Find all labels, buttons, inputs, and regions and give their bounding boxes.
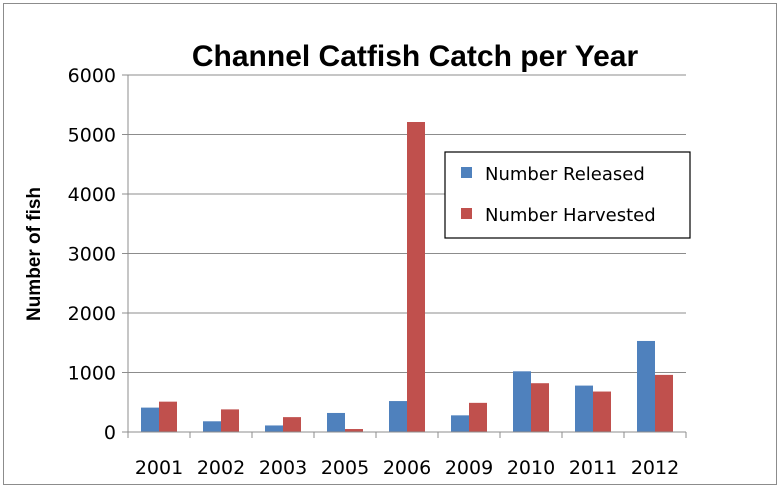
bar-released-2006 <box>389 401 407 432</box>
bar-harvested-2010 <box>531 383 549 432</box>
y-tick-label: 5000 <box>68 125 116 147</box>
legend-label-harvested: Number Harvested <box>485 205 656 226</box>
bars <box>141 122 673 432</box>
y-tick-label: 1000 <box>68 363 116 385</box>
y-axis-label: Number of fish <box>24 187 45 321</box>
bar-harvested-2011 <box>593 391 611 432</box>
y-tick-label: 0 <box>104 422 116 444</box>
chart-title: Channel Catfish Catch per Year <box>192 40 639 73</box>
x-tick-label: 2006 <box>383 457 431 479</box>
bar-released-2011 <box>575 385 593 432</box>
bar-harvested-2002 <box>221 409 239 432</box>
bar-released-2010 <box>513 371 531 432</box>
bar-harvested-2009 <box>469 402 487 432</box>
x-tick-label: 2003 <box>259 457 307 479</box>
axes <box>127 75 686 433</box>
bar-harvested-2005 <box>345 429 363 432</box>
bar-released-2002 <box>203 421 221 432</box>
legend-swatch-released <box>461 167 472 178</box>
bar-harvested-2003 <box>283 417 301 432</box>
y-tick-label: 2000 <box>68 303 116 325</box>
x-axis-ticks: 2001 2002 2003 2005 2006 2009 2010 2011 2012 <box>127 432 687 479</box>
x-tick-label: 2002 <box>197 457 245 479</box>
y-tick-label: 6000 <box>68 65 116 87</box>
x-tick-label: 2005 <box>321 457 369 479</box>
y-tick-label: 4000 <box>68 184 116 206</box>
bar-harvested-2006 <box>407 122 425 432</box>
bar-harvested-2001 <box>159 401 177 432</box>
bar-released-2012 <box>637 340 655 432</box>
bar-released-2003 <box>265 425 283 432</box>
x-tick-label: 2012 <box>631 457 679 479</box>
x-tick-label: 2001 <box>135 457 183 479</box>
legend-label-released: Number Released <box>485 164 645 185</box>
x-tick-label: 2010 <box>507 457 555 479</box>
legend-box <box>444 151 691 239</box>
bar-released-2005 <box>327 412 345 432</box>
x-tick-label: 2009 <box>445 457 493 479</box>
y-axis-ticks: 0 1000 2000 3000 4000 5000 6000 <box>68 65 128 444</box>
legend-swatch-harvested <box>461 208 472 219</box>
bar-released-2009 <box>451 415 469 432</box>
legend: Number Released Number Harvested <box>444 151 691 239</box>
x-tick-label: 2011 <box>569 457 617 479</box>
y-tick-label: 3000 <box>68 244 116 266</box>
bar-harvested-2012 <box>655 374 673 432</box>
bar-released-2001 <box>141 407 159 432</box>
